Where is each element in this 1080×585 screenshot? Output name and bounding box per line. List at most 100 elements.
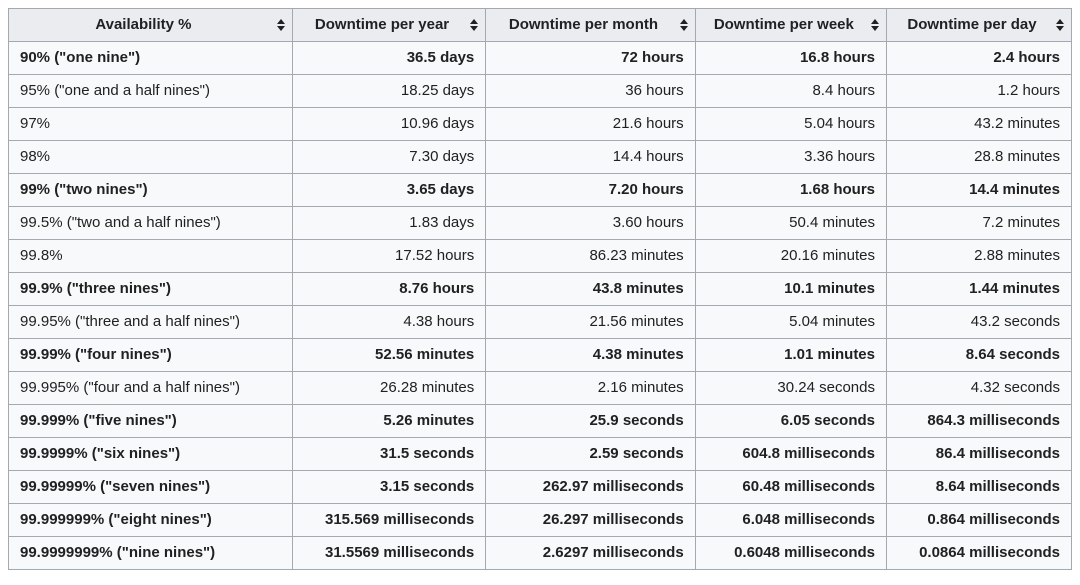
- downtime-per-week-cell: 3.36 hours: [694, 140, 888, 174]
- availability-cell: 99.9% ("three nines"): [8, 272, 293, 306]
- downtime-per-month-cell: 4.38 minutes: [485, 338, 696, 372]
- table-row: 99.9% ("three nines") 8.76 hours 43.8 mi…: [8, 272, 1072, 306]
- availability-cell: 99.95% ("three and a half nines"): [8, 305, 293, 339]
- downtime-per-week-cell: 6.05 seconds: [694, 404, 888, 438]
- downtime-per-day-cell: 7.2 minutes: [886, 206, 1072, 240]
- sort-arrows-icon[interactable]: [276, 19, 285, 31]
- downtime-per-year-cell: 7.30 days: [291, 140, 487, 174]
- downtime-per-day-cell: 28.8 minutes: [886, 140, 1072, 174]
- table-row: 99.995% ("four and a half nines") 26.28 …: [8, 371, 1072, 405]
- downtime-per-year-cell: 4.38 hours: [291, 305, 487, 339]
- downtime-per-week-cell: 1.68 hours: [694, 173, 888, 207]
- table-row: 90% ("one nine") 36.5 days 72 hours 16.8…: [8, 41, 1072, 75]
- downtime-per-year-cell: 3.65 days: [291, 173, 487, 207]
- downtime-per-year-cell: 3.15 seconds: [291, 470, 487, 504]
- downtime-per-day-cell: 0.864 milliseconds: [886, 503, 1072, 537]
- downtime-per-month-cell: 26.297 milliseconds: [485, 503, 696, 537]
- column-header-downtime-per-day[interactable]: Downtime per day: [886, 8, 1072, 42]
- availability-cell: 98%: [8, 140, 293, 174]
- downtime-per-year-cell: 8.76 hours: [291, 272, 487, 306]
- column-header-downtime-per-year[interactable]: Downtime per year: [291, 8, 487, 42]
- downtime-per-week-cell: 604.8 milliseconds: [694, 437, 888, 471]
- table-row: 99.99999% ("seven nines") 3.15 seconds 2…: [8, 470, 1072, 504]
- downtime-per-week-cell: 50.4 minutes: [694, 206, 888, 240]
- downtime-per-day-cell: 8.64 seconds: [886, 338, 1072, 372]
- downtime-per-day-cell: 8.64 milliseconds: [886, 470, 1072, 504]
- availability-cell: 99.99% ("four nines"): [8, 338, 293, 372]
- table-row: 98% 7.30 days 14.4 hours 3.36 hours 28.8…: [8, 140, 1072, 174]
- downtime-per-week-cell: 6.048 milliseconds: [694, 503, 888, 537]
- downtime-per-month-cell: 14.4 hours: [485, 140, 696, 174]
- availability-downtime-table: Availability % Downtime per year Downtim…: [8, 8, 1072, 570]
- downtime-per-year-cell: 18.25 days: [291, 74, 487, 108]
- availability-cell: 97%: [8, 107, 293, 141]
- downtime-per-month-cell: 2.6297 milliseconds: [485, 536, 696, 570]
- downtime-per-week-cell: 30.24 seconds: [694, 371, 888, 405]
- availability-cell: 95% ("one and a half nines"): [8, 74, 293, 108]
- downtime-per-day-cell: 2.88 minutes: [886, 239, 1072, 273]
- availability-cell: 99.995% ("four and a half nines"): [8, 371, 293, 405]
- downtime-per-month-cell: 2.16 minutes: [485, 371, 696, 405]
- downtime-per-year-cell: 36.5 days: [291, 41, 487, 75]
- downtime-per-year-cell: 31.5 seconds: [291, 437, 487, 471]
- downtime-per-week-cell: 8.4 hours: [694, 74, 888, 108]
- table-row: 99.5% ("two and a half nines") 1.83 days…: [8, 206, 1072, 240]
- column-header-availability[interactable]: Availability %: [8, 8, 293, 42]
- downtime-per-month-cell: 3.60 hours: [485, 206, 696, 240]
- sort-arrows-icon[interactable]: [470, 19, 479, 31]
- downtime-per-month-cell: 262.97 milliseconds: [485, 470, 696, 504]
- downtime-per-year-cell: 5.26 minutes: [291, 404, 487, 438]
- downtime-per-day-cell: 86.4 milliseconds: [886, 437, 1072, 471]
- downtime-per-day-cell: 0.0864 milliseconds: [886, 536, 1072, 570]
- availability-cell: 99.999% ("five nines"): [8, 404, 293, 438]
- table-row: 99% ("two nines") 3.65 days 7.20 hours 1…: [8, 173, 1072, 207]
- availability-cell: 99.9999% ("six nines"): [8, 437, 293, 471]
- downtime-per-day-cell: 864.3 milliseconds: [886, 404, 1072, 438]
- downtime-per-month-cell: 21.6 hours: [485, 107, 696, 141]
- table-row: 99.999% ("five nines") 5.26 minutes 25.9…: [8, 404, 1072, 438]
- availability-cell: 99.8%: [8, 239, 293, 273]
- availability-cell: 99% ("two nines"): [8, 173, 293, 207]
- sort-arrows-icon[interactable]: [679, 19, 688, 31]
- downtime-per-week-cell: 5.04 minutes: [694, 305, 888, 339]
- column-header-downtime-per-week[interactable]: Downtime per week: [694, 8, 888, 42]
- downtime-per-year-cell: 315.569 milliseconds: [291, 503, 487, 537]
- column-header-label: Downtime per day: [907, 16, 1037, 33]
- downtime-per-day-cell: 1.2 hours: [886, 74, 1072, 108]
- table-row: 99.999999% ("eight nines") 315.569 milli…: [8, 503, 1072, 537]
- downtime-per-week-cell: 1.01 minutes: [694, 338, 888, 372]
- header-row: Availability % Downtime per year Downtim…: [8, 8, 1072, 42]
- table-row: 97% 10.96 days 21.6 hours 5.04 hours 43.…: [8, 107, 1072, 141]
- column-header-label: Downtime per week: [713, 16, 854, 33]
- column-header-label: Availability %: [95, 16, 192, 33]
- downtime-per-week-cell: 60.48 milliseconds: [694, 470, 888, 504]
- downtime-per-week-cell: 16.8 hours: [694, 41, 888, 75]
- downtime-per-day-cell: 43.2 minutes: [886, 107, 1072, 141]
- downtime-per-day-cell: 1.44 minutes: [886, 272, 1072, 306]
- sort-arrows-icon[interactable]: [871, 19, 879, 31]
- availability-cell: 90% ("one nine"): [8, 41, 293, 75]
- column-header-label: Downtime per month: [508, 16, 659, 33]
- downtime-per-day-cell: 43.2 seconds: [886, 305, 1072, 339]
- availability-cell: 99.5% ("two and a half nines"): [8, 206, 293, 240]
- availability-cell: 99.9999999% ("nine nines"): [8, 536, 293, 570]
- table-row: 99.95% ("three and a half nines") 4.38 h…: [8, 305, 1072, 339]
- table-body: 90% ("one nine") 36.5 days 72 hours 16.8…: [8, 41, 1072, 570]
- downtime-per-month-cell: 72 hours: [485, 41, 696, 75]
- column-header-downtime-per-month[interactable]: Downtime per month: [485, 8, 696, 42]
- downtime-per-year-cell: 26.28 minutes: [291, 371, 487, 405]
- table-row: 99.8% 17.52 hours 86.23 minutes 20.16 mi…: [8, 239, 1072, 273]
- sort-arrows-icon[interactable]: [1056, 19, 1064, 31]
- downtime-per-day-cell: 14.4 minutes: [886, 173, 1072, 207]
- availability-cell: 99.999999% ("eight nines"): [8, 503, 293, 537]
- table-row: 99.99% ("four nines") 52.56 minutes 4.38…: [8, 338, 1072, 372]
- downtime-per-week-cell: 5.04 hours: [694, 107, 888, 141]
- downtime-per-year-cell: 10.96 days: [291, 107, 487, 141]
- downtime-per-week-cell: 20.16 minutes: [694, 239, 888, 273]
- downtime-per-month-cell: 7.20 hours: [485, 173, 696, 207]
- downtime-per-month-cell: 25.9 seconds: [485, 404, 696, 438]
- column-header-label: Downtime per year: [314, 16, 450, 33]
- downtime-per-year-cell: 31.5569 milliseconds: [291, 536, 487, 570]
- table-row: 99.9999% ("six nines") 31.5 seconds 2.59…: [8, 437, 1072, 471]
